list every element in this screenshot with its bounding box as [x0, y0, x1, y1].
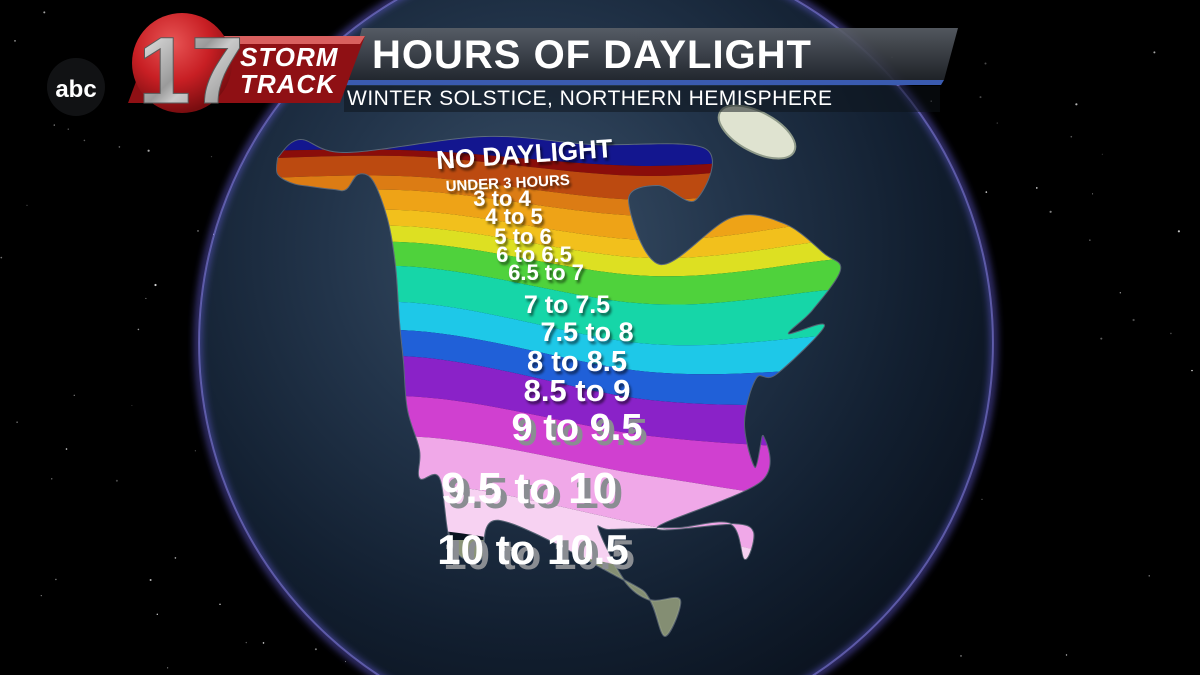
svg-text:8.5 to 9: 8.5 to 9 — [524, 373, 631, 408]
svg-text:10 to 10.5: 10 to 10.5 — [437, 526, 628, 573]
svg-text:7 to 7.5: 7 to 7.5 — [524, 291, 610, 319]
svg-text:7.5 to 8: 7.5 to 8 — [540, 317, 633, 347]
svg-text:STORM: STORM — [240, 42, 339, 72]
svg-text:6.5 to 7: 6.5 to 7 — [508, 260, 584, 285]
svg-text:abc: abc — [55, 76, 96, 103]
svg-text:17: 17 — [138, 18, 244, 124]
svg-text:WINTER SOLSTICE, NORTHERN HEMI: WINTER SOLSTICE, NORTHERN HEMISPHERE — [347, 87, 833, 110]
svg-text:HOURS OF DAYLIGHT: HOURS OF DAYLIGHT — [372, 33, 812, 77]
svg-text:9.5 to 10: 9.5 to 10 — [441, 464, 617, 513]
svg-text:TRACK: TRACK — [240, 69, 337, 99]
svg-text:9 to 9.5: 9 to 9.5 — [512, 407, 643, 449]
